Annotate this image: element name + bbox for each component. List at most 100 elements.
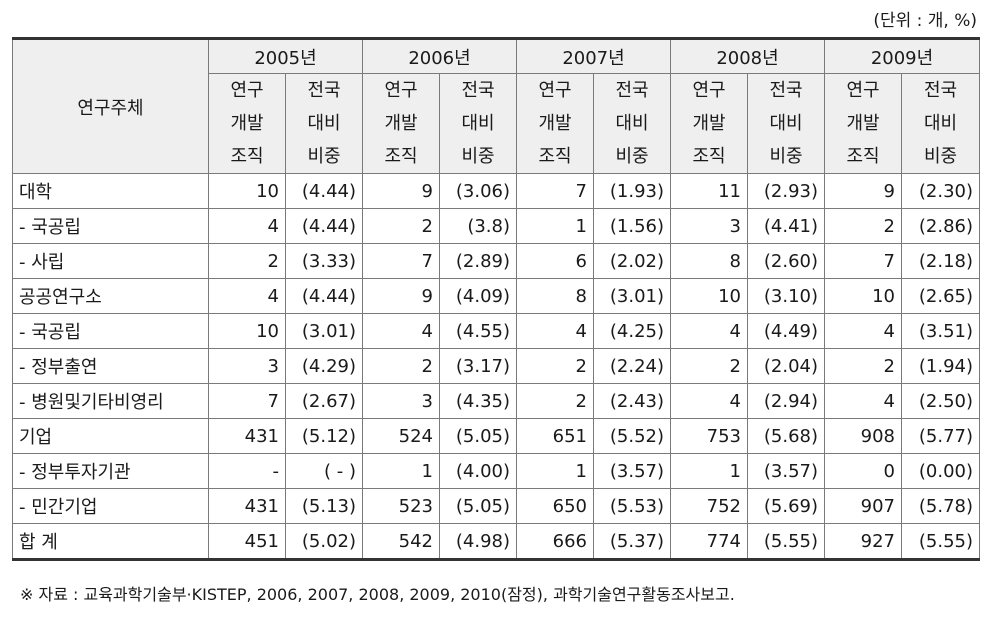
source-note: ※ 자료 : 교육과학기술부·KISTEP, 2006, 2007, 2008,…: [20, 585, 735, 604]
rd-organization-table: 연구주체 2005년 2006년 2007년 2008년 2009년 연구 개발 조…: [12, 37, 980, 561]
header-line: 비중: [769, 146, 803, 167]
org-count-cell: 7: [362, 243, 440, 279]
share-cell: (5.77): [901, 418, 980, 454]
share-cell: (3.01): [285, 313, 363, 349]
org-count-header: 연구 개발 조직: [670, 73, 748, 174]
table-row: - 사립 2 (3.33) 7 (2.89) 6 (2.02) 8 (2.60) 7 (2.18): [12, 243, 980, 279]
header-line: 대비: [461, 113, 495, 134]
share-cell: (2.93): [747, 173, 825, 209]
share-cell: (5.13): [285, 488, 363, 524]
year-header: 2006년: [362, 37, 517, 74]
header-line: 비중: [307, 146, 341, 167]
share-header: 전국 대비 비중: [901, 73, 980, 174]
header-line: 전국: [615, 80, 649, 101]
share-cell: (1.56): [593, 208, 671, 244]
header-line: 대비: [615, 113, 649, 134]
share-header: 전국 대비 비중: [593, 73, 671, 174]
share-cell: (5.53): [593, 488, 671, 524]
header-line: 조직: [846, 146, 880, 167]
org-count-cell: 523: [362, 488, 440, 524]
row-label: 공공연구소: [12, 278, 209, 314]
share-cell: (3.06): [439, 173, 517, 209]
org-count-cell: 10: [208, 173, 286, 209]
share-cell: (3.33): [285, 243, 363, 279]
table-row: 기업 431 (5.12) 524 (5.05) 651 (5.52) 753 (5.68) 90…: [12, 418, 980, 454]
org-count-cell: 4: [516, 313, 594, 349]
org-count-cell: 927: [824, 523, 902, 561]
year-header: 2009년: [824, 37, 980, 74]
org-count-cell: 4: [208, 208, 286, 244]
share-cell: (5.68): [747, 418, 825, 454]
share-cell: (2.04): [747, 348, 825, 384]
year-header: 2007년: [516, 37, 671, 74]
org-count-header: 연구 개발 조직: [516, 73, 594, 174]
org-count-cell: 451: [208, 523, 286, 561]
share-cell: (4.44): [285, 208, 363, 244]
org-count-cell: 4: [824, 313, 902, 349]
share-cell: (2.94): [747, 383, 825, 419]
share-cell: (4.55): [439, 313, 517, 349]
row-label: 기업: [12, 418, 209, 454]
share-cell: (5.05): [439, 488, 517, 524]
table-body: 대학 10 (4.44) 9 (3.06) 7 (1.93) 11 (2.93) 9 (2.30) -…: [12, 173, 980, 561]
org-count-cell: -: [208, 453, 286, 489]
header-line: 대비: [923, 113, 958, 134]
org-count-cell: 4: [208, 278, 286, 314]
org-count-cell: 1: [516, 453, 594, 489]
org-count-cell: 7: [824, 243, 902, 279]
unit-note: (단위 : 개, %): [873, 11, 977, 31]
org-count-cell: 431: [208, 418, 286, 454]
table-row: - 정부투자기관 -( - ) 1 (4.00) 1 (3.57) 1 (3.57) 0 (0.0…: [12, 453, 980, 489]
share-cell: (4.41): [747, 208, 825, 244]
header-line: 연구: [384, 80, 418, 101]
share-cell: (4.49): [747, 313, 825, 349]
org-count-cell: 11: [670, 173, 748, 209]
share-cell: (3.57): [747, 453, 825, 489]
org-count-cell: 753: [670, 418, 748, 454]
table-row: - 정부출연 3 (4.29) 2 (3.17) 2 (2.24) 2 (2.04) 2 (1.94…: [12, 348, 980, 384]
header-line: 조직: [384, 146, 418, 167]
share-cell: ( - ): [285, 453, 363, 489]
share-cell: (2.18): [901, 243, 980, 279]
share-cell: (4.00): [439, 453, 517, 489]
org-count-cell: 2: [516, 348, 594, 384]
share-cell: (2.65): [901, 278, 980, 314]
org-count-cell: 2: [208, 243, 286, 279]
share-cell: (3.8): [439, 208, 517, 244]
org-count-cell: 10: [824, 278, 902, 314]
org-count-cell: 2: [670, 348, 748, 384]
header-line: 조직: [230, 146, 264, 167]
share-cell: (5.55): [901, 523, 980, 561]
table-row: 대학 10 (4.44) 9 (3.06) 7 (1.93) 11 (2.93) 9 (2.30): [12, 173, 980, 209]
share-cell: (5.55): [747, 523, 825, 561]
org-count-cell: 8: [516, 278, 594, 314]
entity-header: 연구주체: [12, 37, 209, 174]
header-line: 연구: [230, 80, 264, 101]
share-header: 전국 대비 비중: [439, 73, 517, 174]
share-cell: (2.89): [439, 243, 517, 279]
share-cell: (5.37): [593, 523, 671, 561]
row-label: - 국공립: [12, 208, 209, 244]
org-count-cell: 752: [670, 488, 748, 524]
org-count-cell: 4: [670, 383, 748, 419]
share-cell: (4.44): [285, 173, 363, 209]
share-cell: (1.93): [593, 173, 671, 209]
share-cell: (5.05): [439, 418, 517, 454]
share-header: 전국 대비 비중: [285, 73, 363, 174]
org-count-cell: 2: [362, 208, 440, 244]
share-cell: (5.12): [285, 418, 363, 454]
share-cell: (5.52): [593, 418, 671, 454]
header-line: 대비: [307, 113, 341, 134]
share-cell: (0.00): [901, 453, 980, 489]
share-cell: (2.43): [593, 383, 671, 419]
header-line: 개발: [384, 113, 418, 134]
org-count-cell: 3: [362, 383, 440, 419]
header-line: 개발: [230, 113, 264, 134]
org-count-cell: 9: [362, 173, 440, 209]
org-count-cell: 542: [362, 523, 440, 561]
share-cell: (2.24): [593, 348, 671, 384]
header-line: 조직: [538, 146, 572, 167]
org-count-cell: 907: [824, 488, 902, 524]
table-row: - 병원및기타비영리 7 (2.67) 3 (4.35) 2 (2.43) 4 (2.94) 4(…: [12, 383, 980, 419]
